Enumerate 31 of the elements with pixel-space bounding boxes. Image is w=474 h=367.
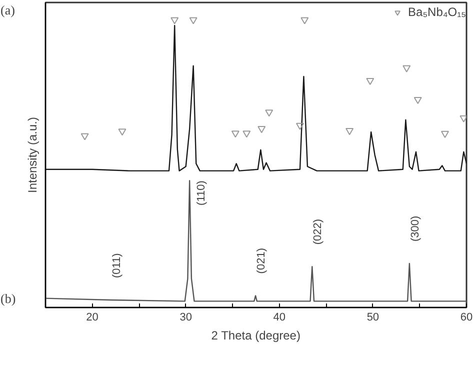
point [231, 130, 240, 138]
text: (b) [0, 290, 16, 306]
x-tick-label: 30 [180, 312, 192, 324]
point [118, 128, 126, 136]
point [346, 128, 354, 136]
point [402, 65, 411, 72]
point [80, 133, 89, 140]
annotation: (300) [409, 216, 422, 242]
x-axis-title: 2 Theta (degree) [211, 328, 300, 342]
point [460, 115, 466, 122]
point [300, 17, 309, 24]
point [296, 122, 304, 130]
annotation: (110) [196, 180, 208, 206]
point [189, 17, 198, 24]
x-tick-label: 50 [366, 312, 380, 324]
point [242, 130, 251, 138]
point [366, 78, 374, 86]
legend-label: Ba₅Nb₄O₁₅ [408, 5, 466, 19]
point [440, 130, 449, 138]
x-tick-label: 60 [460, 312, 473, 324]
point [258, 126, 266, 134]
x-tick-label: 20 [86, 312, 98, 324]
text: (a) [0, 2, 15, 18]
annotation: (021) [256, 248, 268, 274]
x-tick-label: 40 [273, 312, 286, 324]
point [265, 110, 274, 117]
y-axis-title: Intensity (a.u.) [26, 116, 40, 194]
point [170, 17, 179, 24]
point [414, 96, 422, 104]
annotation: (011) [110, 253, 123, 278]
annotation: (022) [312, 218, 324, 245]
